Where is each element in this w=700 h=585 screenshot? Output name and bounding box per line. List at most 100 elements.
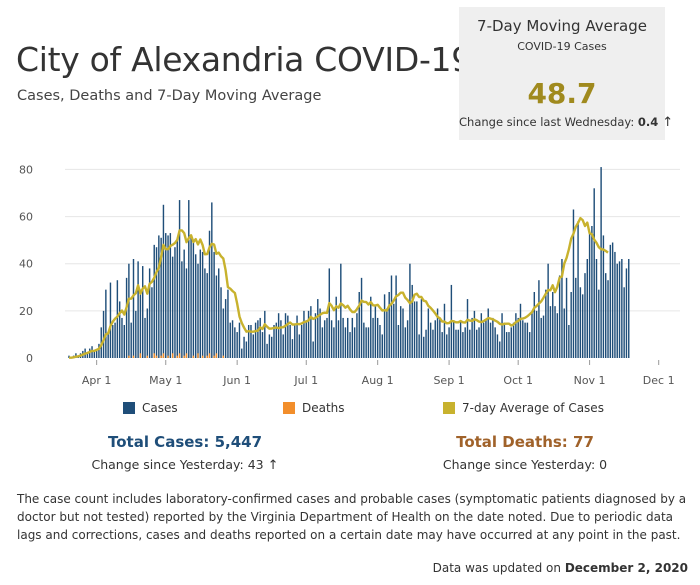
case-bar: [547, 263, 549, 358]
case-bar: [224, 299, 227, 358]
case-bar: [135, 310, 137, 358]
case-bar: [376, 317, 379, 358]
case-bar: [386, 308, 388, 358]
case-bar: [374, 306, 377, 358]
case-bar: [522, 320, 524, 358]
page-title: City of Alexandria COVID-19: [16, 40, 472, 79]
death-bar: [162, 353, 165, 358]
legend-average[interactable]: 7-day Average of Cases: [443, 401, 604, 415]
case-bar: [174, 247, 176, 358]
case-bar: [227, 289, 229, 358]
case-bar: [185, 268, 188, 358]
kpi-change-value: 0.4: [637, 115, 659, 129]
case-bar: [563, 308, 565, 358]
case-bar: [298, 334, 301, 358]
case-bar: [160, 237, 162, 358]
x-tick-label: May 1: [149, 374, 182, 387]
case-bar: [139, 289, 142, 358]
case-bar: [192, 242, 195, 358]
legend-deaths-label: Deaths: [302, 401, 345, 415]
case-bar: [215, 275, 218, 358]
average-line: [69, 216, 609, 359]
legend-cases-label: Cases: [142, 401, 178, 415]
death-bar: [132, 355, 135, 358]
x-tick-label: Aug 1: [362, 374, 394, 387]
case-bar: [321, 327, 324, 358]
case-bar: [208, 230, 211, 358]
case-bar: [365, 327, 367, 358]
death-bar: [183, 355, 185, 358]
case-bar: [616, 263, 618, 358]
case-bar: [446, 334, 448, 358]
case-bar: [236, 332, 238, 358]
case-bar: [360, 277, 363, 358]
case-bar: [501, 313, 503, 358]
case-bar: [607, 280, 609, 358]
case-bar: [284, 313, 287, 358]
case-bar: [418, 334, 420, 358]
case-bar: [98, 343, 100, 358]
deaths-change-label: Change since Yesterday:: [442, 457, 596, 472]
case-bar: [155, 247, 158, 358]
case-bar: [310, 306, 312, 358]
death-bar: [208, 353, 211, 358]
death-bar: [171, 353, 174, 358]
case-bar: [494, 327, 496, 358]
case-bar: [194, 254, 197, 358]
case-bar: [204, 268, 206, 358]
case-bar: [535, 310, 538, 358]
death-bar: [201, 355, 204, 358]
arrow-up-icon: ↑: [267, 458, 279, 473]
case-bar: [257, 320, 259, 358]
case-bar: [533, 292, 536, 358]
case-bar: [188, 200, 190, 358]
case-bar: [469, 329, 471, 358]
death-bar: [139, 353, 142, 358]
case-bar: [349, 332, 351, 358]
case-bar: [476, 329, 478, 358]
case-bar: [307, 310, 310, 358]
case-bar: [291, 339, 294, 358]
case-bar: [487, 308, 489, 358]
case-bar: [294, 325, 296, 358]
case-bar: [330, 320, 333, 358]
case-bar: [107, 332, 109, 358]
case-bar: [423, 336, 425, 358]
case-bar: [241, 348, 243, 358]
legend-deaths[interactable]: Deaths: [283, 401, 345, 415]
case-bar: [425, 329, 427, 358]
case-bar: [312, 341, 314, 358]
case-bar: [565, 277, 568, 358]
case-bar: [558, 275, 561, 358]
case-bar: [448, 327, 450, 358]
case-bar: [404, 327, 407, 358]
case-bar: [141, 266, 144, 358]
case-bar: [489, 322, 492, 358]
case-bar: [542, 315, 545, 358]
case-bar: [238, 322, 241, 358]
legend-cases[interactable]: Cases: [123, 401, 178, 415]
death-bar: [178, 353, 181, 358]
case-bar: [218, 268, 220, 358]
case-bar: [250, 325, 252, 358]
case-bar: [462, 332, 464, 358]
case-bar: [432, 329, 434, 358]
death-bar: [153, 353, 155, 358]
case-bar: [171, 256, 174, 358]
kpi-change-label: Change since last Wednesday:: [459, 115, 635, 129]
case-bar: [379, 325, 381, 358]
legend-average-label: 7-day Average of Cases: [462, 401, 604, 415]
case-bar: [342, 317, 344, 358]
x-tick-label: Dec 1: [643, 374, 675, 387]
case-bar: [326, 317, 328, 358]
case-bar: [213, 251, 215, 358]
case-bar: [512, 322, 515, 358]
death-bar: [192, 355, 195, 358]
case-bar: [581, 294, 584, 358]
case-bar: [109, 282, 112, 358]
footnote: The case count includes laboratory-confi…: [17, 492, 687, 542]
death-bar: [222, 355, 225, 358]
case-bar: [303, 310, 305, 358]
case-bar: [572, 209, 575, 358]
case-bar: [482, 322, 485, 358]
